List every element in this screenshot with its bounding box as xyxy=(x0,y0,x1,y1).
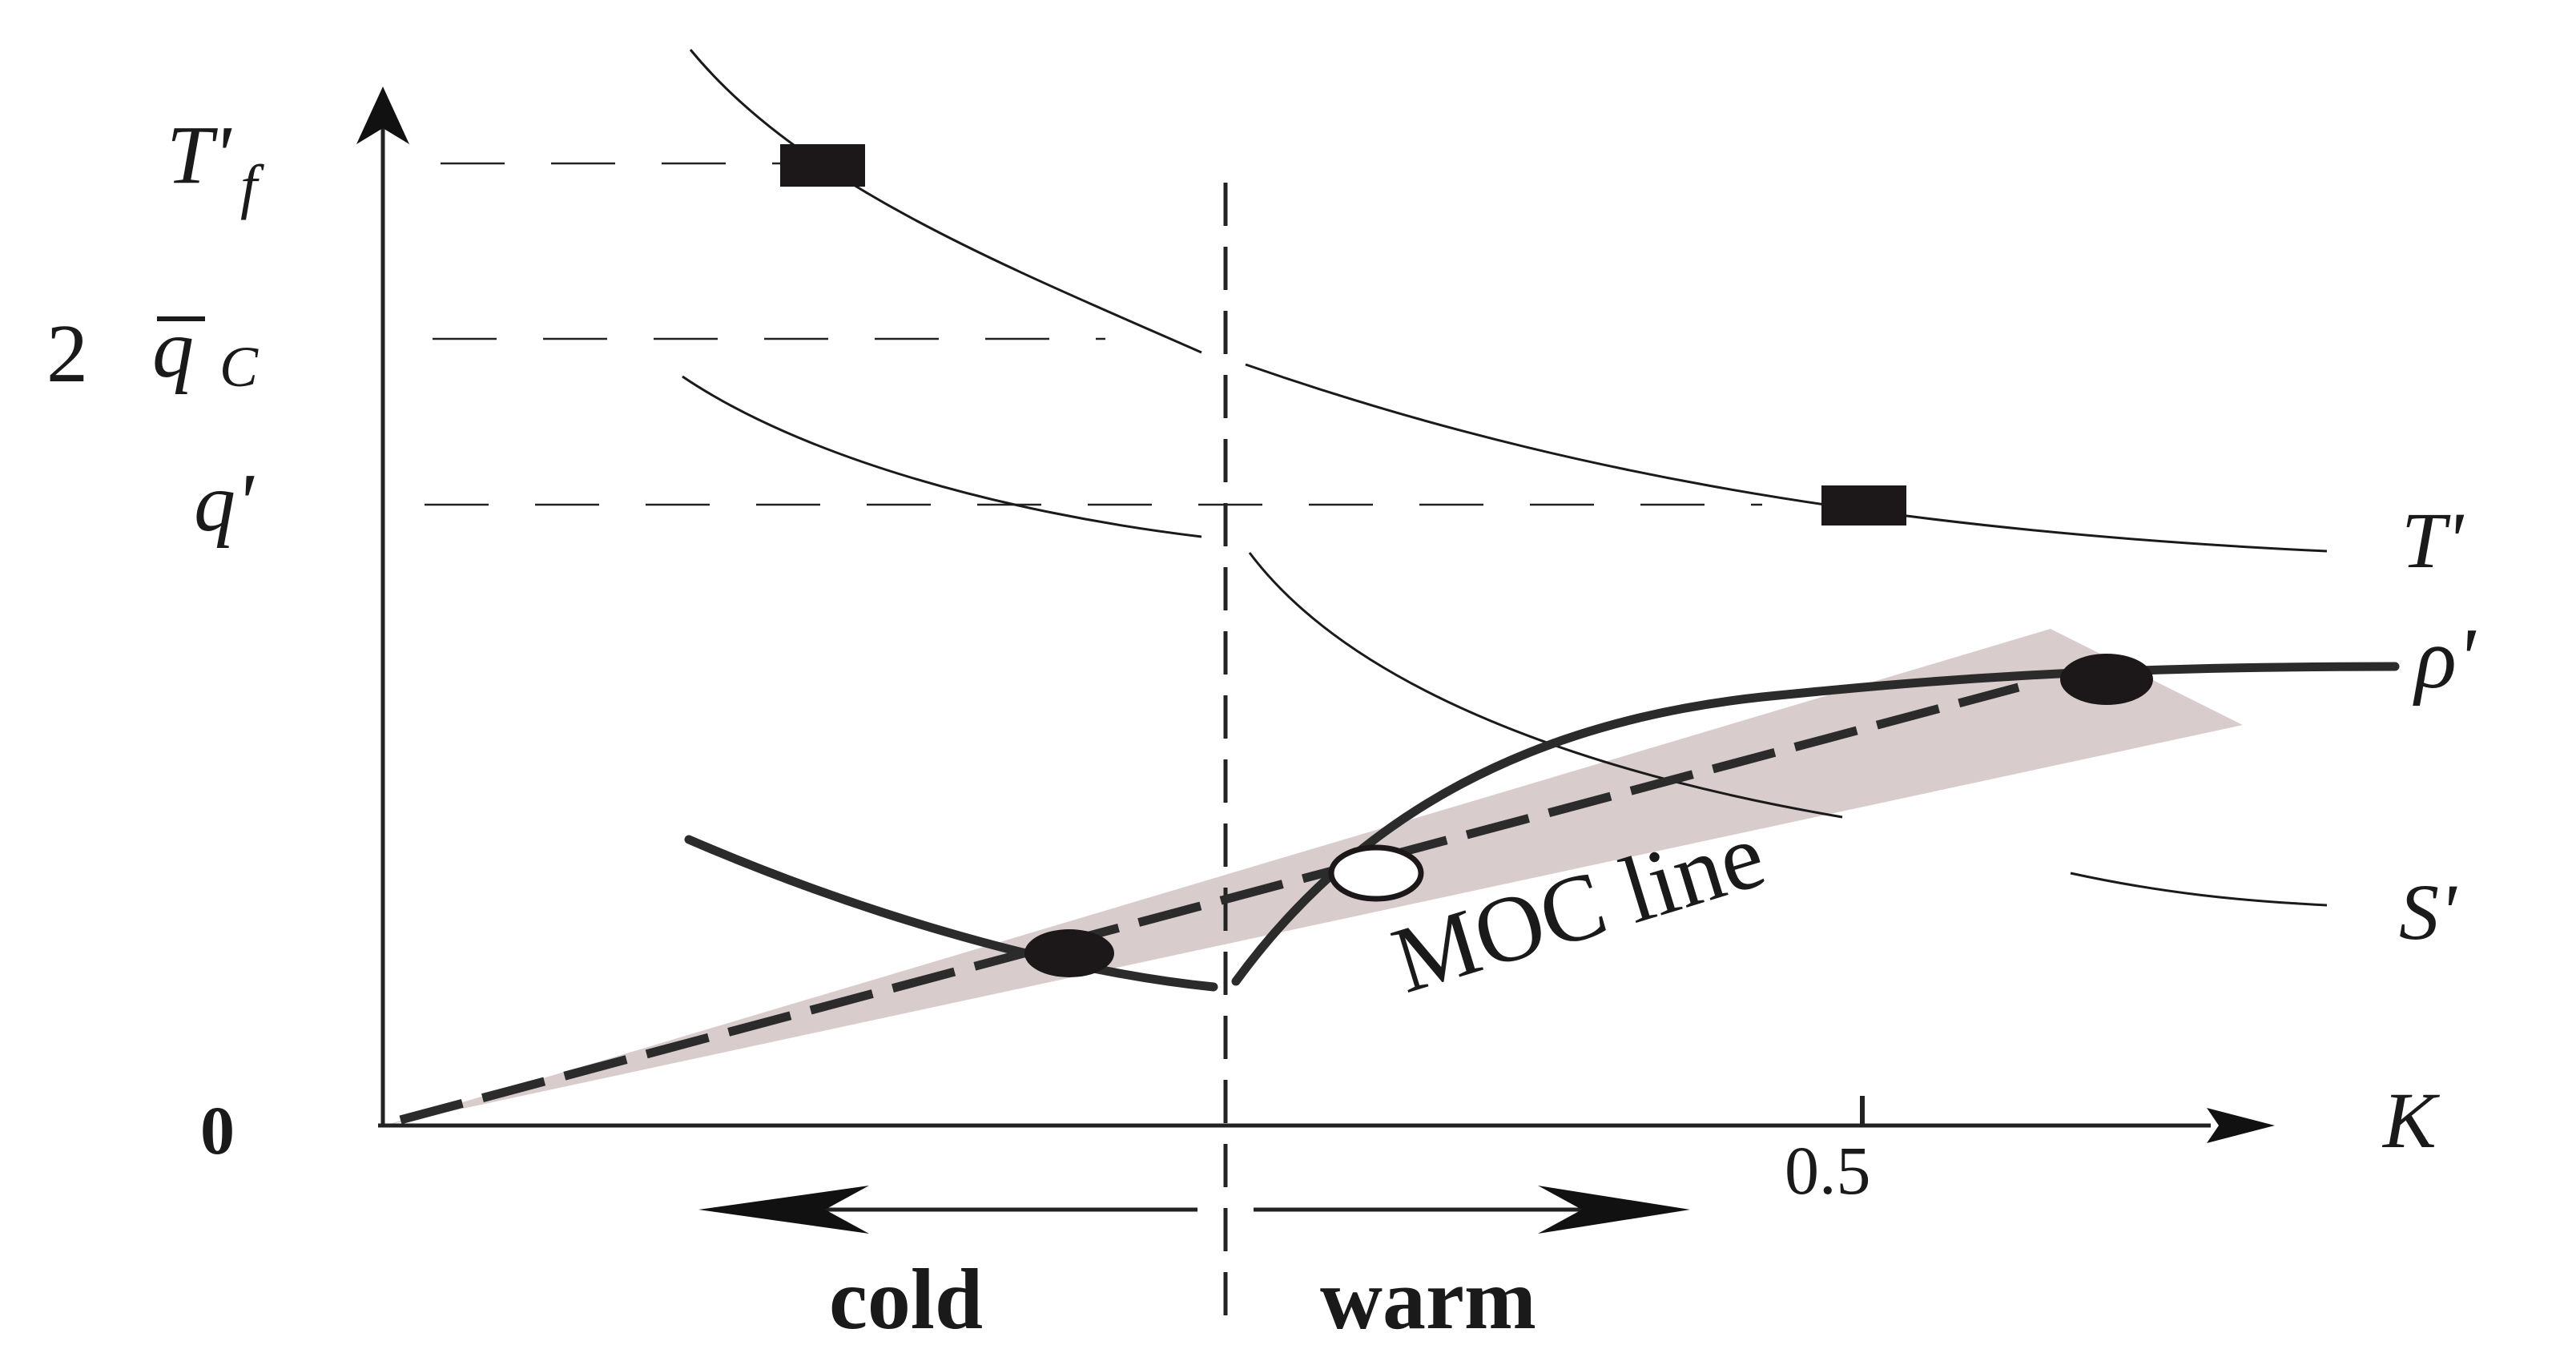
two-qc-coefficient: 2 xyxy=(46,308,88,400)
origin-label: 0 xyxy=(200,1092,235,1169)
y-axis-arrowhead xyxy=(356,87,409,144)
two-qc-q: q xyxy=(152,303,194,395)
tf-subscript: f xyxy=(240,153,264,220)
cold-label: cold xyxy=(829,1252,983,1347)
tf-prime-label: T' xyxy=(167,109,232,201)
cold-arrowhead xyxy=(698,1186,869,1234)
warm-equilibrium-dot xyxy=(2060,654,2153,705)
t-prime-curve-warm xyxy=(1245,363,2328,553)
warm-arrowhead xyxy=(1538,1186,1690,1234)
s-prime-curve-label: S' xyxy=(2399,868,2457,956)
rho-prime-curve-label: ρ' xyxy=(2413,611,2477,707)
rho-prime-curve-cold xyxy=(684,835,1218,992)
cold-equilibrium-dot xyxy=(1024,929,1114,977)
unstable-equilibrium-circle xyxy=(1328,844,1424,902)
t-prime-curve-cold xyxy=(689,49,1202,354)
x-tick-label: 0.5 xyxy=(1785,1132,1871,1209)
s-prime-curve-warm xyxy=(1248,552,1843,819)
moc-line xyxy=(399,683,2020,1125)
warm-label: warm xyxy=(1320,1252,1536,1347)
two-qc-subscript: C xyxy=(219,335,259,399)
x-axis-arrowhead xyxy=(2207,1108,2275,1143)
x-axis-symbol: K xyxy=(2381,1076,2440,1165)
s-prime-curve-tail xyxy=(2070,872,2328,907)
q-prime-square-marker xyxy=(1821,485,1906,526)
tf-square-marker xyxy=(780,144,865,187)
q-prime-label: q' xyxy=(194,457,255,549)
t-prime-curve-label: T' xyxy=(2401,496,2465,585)
s-prime-curve-cold xyxy=(682,375,1202,538)
